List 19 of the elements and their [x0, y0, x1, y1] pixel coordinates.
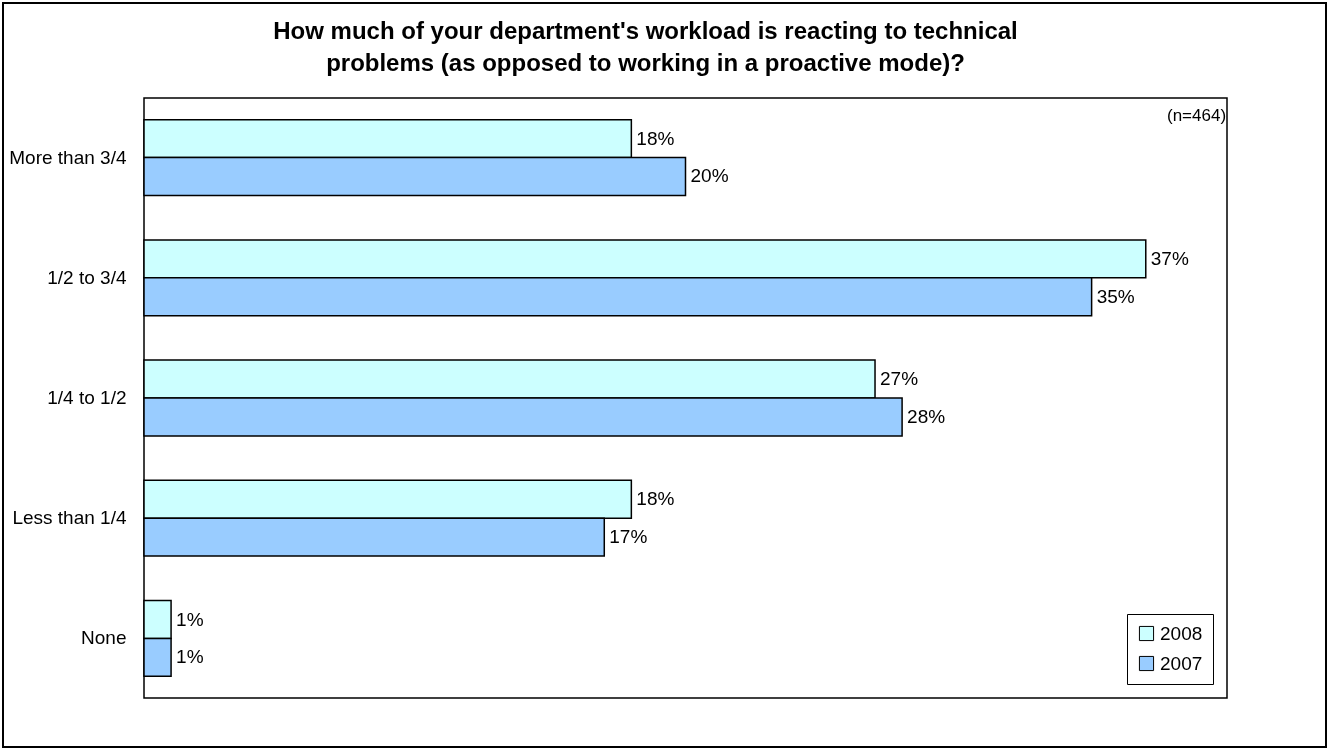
data-label: 27%: [880, 368, 919, 390]
chart-title: How much of your department's workload is reacting to technical problems (as opposed to working in a proactive mode)?: [273, 17, 1018, 76]
y-tick-label: 1/2 to 3/4: [47, 266, 127, 288]
data-label: 1%: [176, 646, 204, 668]
data-label: 35%: [1096, 285, 1135, 307]
legend-label: 2007: [1160, 652, 1203, 674]
data-label: 17%: [609, 526, 648, 548]
y-tick-label: None: [81, 627, 127, 649]
data-label: 20%: [690, 165, 729, 187]
y-tick-label: More than 3/4: [9, 146, 127, 168]
y-tick-label: 1/4 to 1/2: [47, 387, 127, 408]
data-label: 28%: [907, 405, 946, 427]
y-tick-label: Less than 1/4: [12, 507, 127, 529]
data-label: 18%: [636, 488, 675, 510]
data-label: 18%: [636, 127, 675, 149]
annotation: (n=464): [1167, 106, 1227, 126]
legend-label: 2008: [1160, 622, 1203, 644]
data-label: 37%: [1150, 247, 1189, 269]
data-label: 1%: [176, 608, 204, 630]
